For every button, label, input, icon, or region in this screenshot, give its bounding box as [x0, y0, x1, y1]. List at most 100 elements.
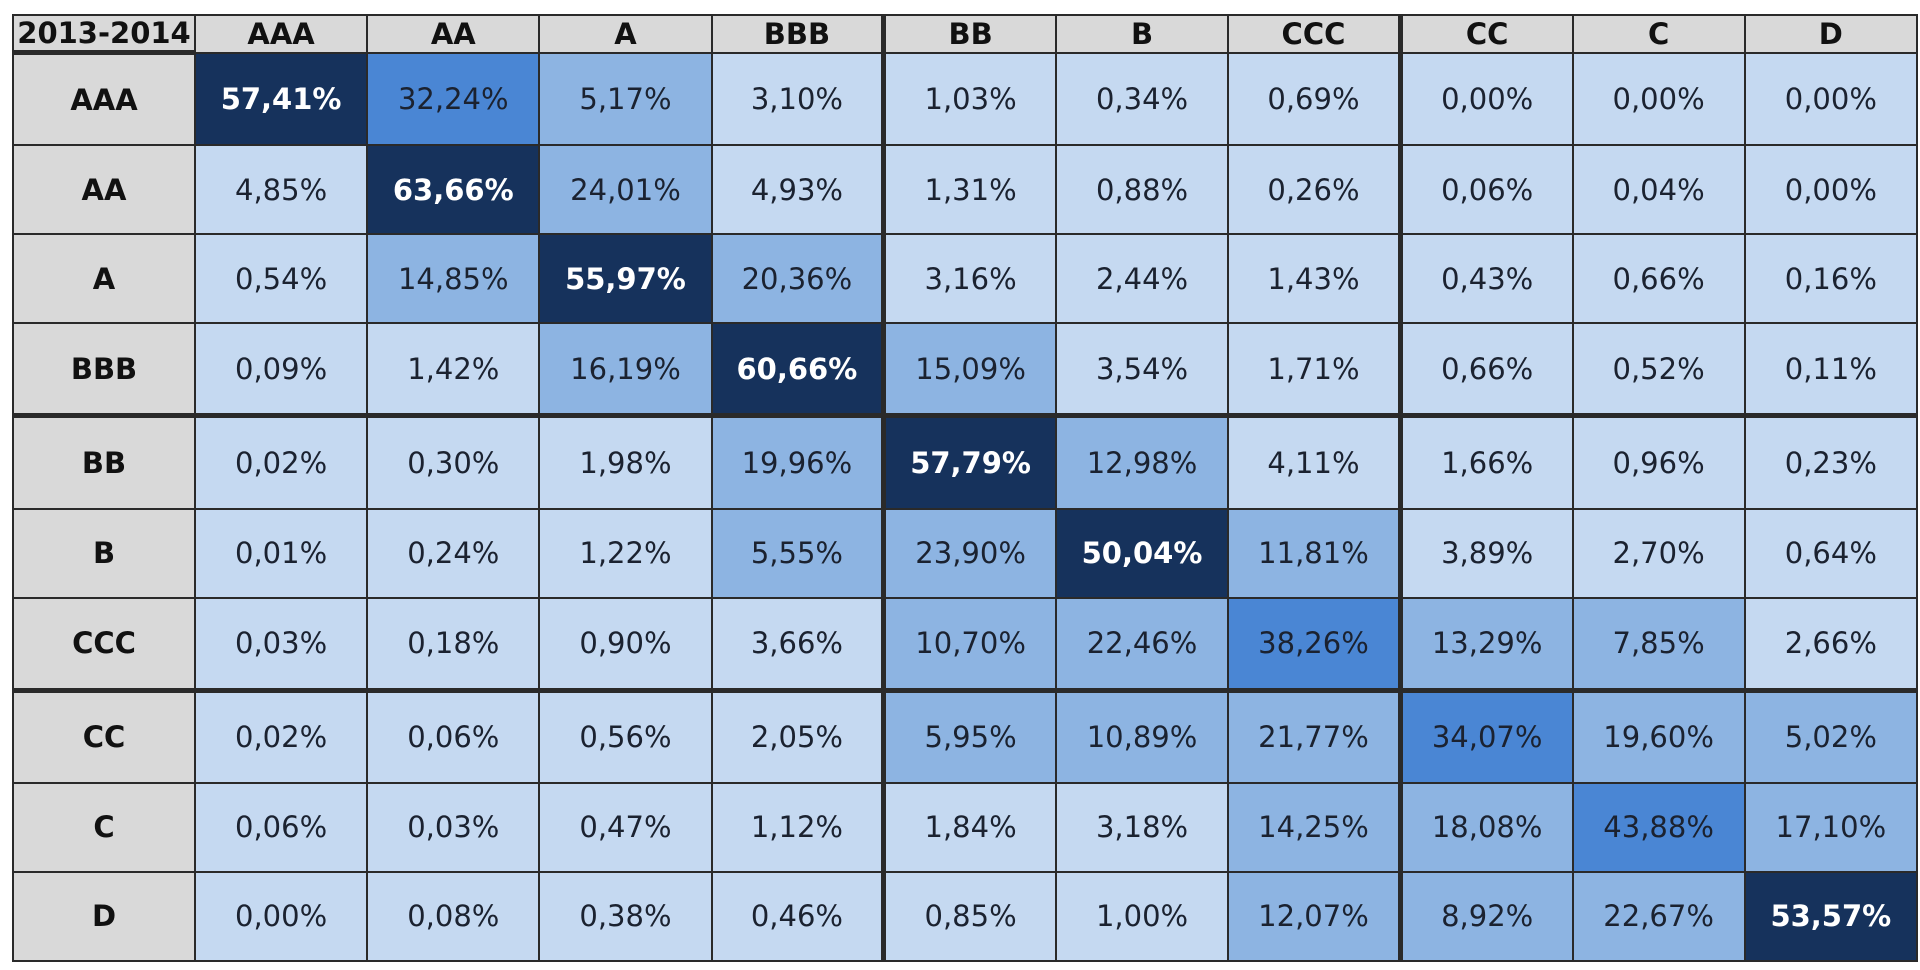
cell-c-bbb: 1,12% [710, 781, 887, 873]
row-d: D 0,00% 0,08% 0,38% 0,46% 0,85% 1,00% 12,07% 8,9… [12, 870, 1919, 963]
row-header-a: A [12, 233, 196, 325]
col-header-cc: CC [1399, 14, 1574, 54]
cell-bb-aa: 0,30% [366, 414, 541, 510]
row-cc: CC 0,02% 0,06% 0,56% 2,05% 5,95% 10,89% 21,77% 3… [12, 689, 1919, 784]
cell-aa-bbb: 4,93% [710, 144, 887, 236]
cell-b-bbb: 5,55% [710, 507, 887, 599]
cell-bbb-ccc: 1,71% [1227, 322, 1403, 419]
col-header-bbb: BBB [710, 14, 887, 54]
row-header-ccc: CCC [12, 596, 196, 693]
cell-bb-b: 12,98% [1054, 414, 1230, 510]
cell-aa-cc: 0,06% [1399, 144, 1574, 236]
cell-cc-a: 0,56% [538, 689, 713, 784]
cell-aa-bb: 1,31% [882, 144, 1057, 236]
cell-aaa-bbb: 3,10% [710, 51, 887, 147]
cell-bbb-d: 0,11% [1743, 322, 1919, 419]
row-aaa: AAA 57,41% 32,24% 5,17% 3,10% 1,03% 0,34% 0,69%… [12, 51, 1919, 147]
cell-aa-d: 0,00% [1743, 144, 1919, 236]
row-header-b: B [12, 507, 196, 599]
cell-b-c: 2,70% [1571, 507, 1746, 599]
transition-matrix: 2013-2014 AAA AA A BBB BB B CCC CC C D AAA 57,41% 3… [12, 14, 1919, 963]
col-header-ccc: CCC [1227, 14, 1403, 54]
cell-cc-d: 5,02% [1743, 689, 1919, 784]
cell-bbb-b: 3,54% [1054, 322, 1230, 419]
cell-aaa-c: 0,00% [1571, 51, 1746, 147]
cell-a-aaa: 0,54% [193, 233, 369, 325]
cell-c-a: 0,47% [538, 781, 713, 873]
cell-d-aaa: 0,00% [193, 870, 369, 963]
cell-aaa-aaa: 57,41% [193, 51, 369, 147]
cell-ccc-c: 7,85% [1571, 596, 1746, 693]
cell-bb-aaa: 0,02% [193, 414, 369, 510]
cell-aaa-cc: 0,00% [1399, 51, 1574, 147]
transition-matrix-table: 2013-2014 AAA AA A BBB BB B CCC CC C D AAA 57,41% 3… [12, 14, 1919, 963]
cell-cc-c: 19,60% [1571, 689, 1746, 784]
cell-d-bbb: 0,46% [710, 870, 887, 963]
col-header-d: D [1743, 14, 1919, 54]
cell-aaa-aa: 32,24% [366, 51, 541, 147]
cell-aa-aaa: 4,85% [193, 144, 369, 236]
row-header-aa: AA [12, 144, 196, 236]
cell-ccc-bb: 10,70% [882, 596, 1057, 693]
cell-aaa-a: 5,17% [538, 51, 713, 147]
cell-ccc-aa: 0,18% [366, 596, 541, 693]
cell-c-d: 17,10% [1743, 781, 1919, 873]
cell-b-d: 0,64% [1743, 507, 1919, 599]
cell-b-a: 1,22% [538, 507, 713, 599]
cell-bb-d: 0,23% [1743, 414, 1919, 510]
cell-bb-c: 0,96% [1571, 414, 1746, 510]
cell-cc-ccc: 21,77% [1227, 689, 1403, 784]
col-header-a: A [538, 14, 713, 54]
cell-bbb-bb: 15,09% [882, 322, 1057, 419]
cell-d-cc: 8,92% [1399, 870, 1574, 963]
cell-bb-bbb: 19,96% [710, 414, 887, 510]
cell-a-b: 2,44% [1054, 233, 1230, 325]
cell-aa-a: 24,01% [538, 144, 713, 236]
cell-cc-bb: 5,95% [882, 689, 1057, 784]
cell-cc-aa: 0,06% [366, 689, 541, 784]
cell-c-b: 3,18% [1054, 781, 1230, 873]
col-header-aa: AA [366, 14, 541, 54]
cell-b-aaa: 0,01% [193, 507, 369, 599]
cell-bb-a: 1,98% [538, 414, 713, 510]
cell-ccc-ccc: 38,26% [1227, 596, 1403, 693]
header-row: 2013-2014 AAA AA A BBB BB B CCC CC C D [12, 14, 1919, 55]
cell-c-c: 43,88% [1571, 781, 1746, 873]
cell-a-bbb: 20,36% [710, 233, 887, 325]
cell-b-bb: 23,90% [882, 507, 1057, 599]
cell-bbb-c: 0,52% [1571, 322, 1746, 419]
cell-bbb-a: 16,19% [538, 322, 713, 419]
cell-aa-c: 0,04% [1571, 144, 1746, 236]
row-bb: BB 0,02% 0,30% 1,98% 19,96% 57,79% 12,98% 4,11%… [12, 414, 1919, 510]
row-header-c: C [12, 781, 196, 873]
cell-b-cc: 3,89% [1399, 507, 1574, 599]
cell-cc-b: 10,89% [1054, 689, 1230, 784]
col-header-aaa: AAA [193, 14, 369, 54]
row-c: C 0,06% 0,03% 0,47% 1,12% 1,84% 3,18% 14,25% 18,… [12, 781, 1919, 873]
row-header-bbb: BBB [12, 322, 196, 419]
row-bbb: BBB 0,09% 1,42% 16,19% 60,66% 15,09% 3,54% 1,71… [12, 322, 1919, 419]
row-aa: AA 4,85% 63,66% 24,01% 4,93% 1,31% 0,88% 0,26% 0… [12, 144, 1919, 236]
cell-ccc-d: 2,66% [1743, 596, 1919, 693]
cell-aaa-ccc: 0,69% [1227, 51, 1403, 147]
cell-a-a: 55,97% [538, 233, 713, 325]
cell-cc-aaa: 0,02% [193, 689, 369, 784]
col-header-bb: BB [882, 14, 1057, 54]
cell-d-bb: 0,85% [882, 870, 1057, 963]
col-header-c: C [1571, 14, 1746, 54]
cell-aa-aa: 63,66% [366, 144, 541, 236]
cell-d-a: 0,38% [538, 870, 713, 963]
cell-a-ccc: 1,43% [1227, 233, 1403, 325]
cell-aaa-bb: 1,03% [882, 51, 1057, 147]
cell-bbb-cc: 0,66% [1399, 322, 1574, 419]
cell-b-ccc: 11,81% [1227, 507, 1403, 599]
cell-bb-cc: 1,66% [1399, 414, 1574, 510]
cell-d-c: 22,67% [1571, 870, 1746, 963]
cell-d-b: 1,00% [1054, 870, 1230, 963]
cell-a-d: 0,16% [1743, 233, 1919, 325]
col-header-b: B [1054, 14, 1230, 54]
matrix-body: AAA 57,41% 32,24% 5,17% 3,10% 1,03% 0,34% 0,69%… [12, 51, 1919, 963]
cell-ccc-aaa: 0,03% [193, 596, 369, 693]
cell-d-aa: 0,08% [366, 870, 541, 963]
cell-aa-b: 0,88% [1054, 144, 1230, 236]
